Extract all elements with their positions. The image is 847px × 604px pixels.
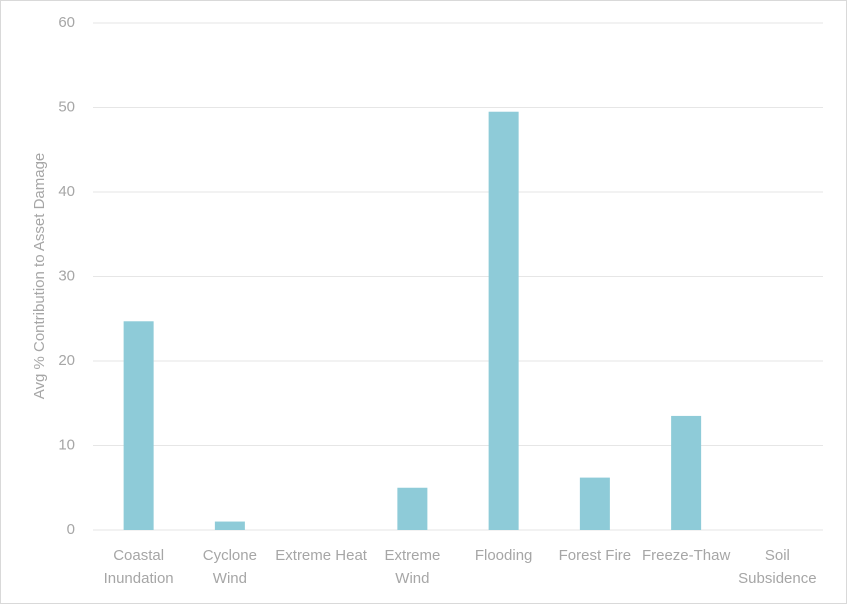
y-tick-label: 10 bbox=[58, 436, 75, 453]
x-tick-label: Cyclone Wind bbox=[203, 547, 257, 587]
y-tick-label: 40 bbox=[58, 183, 75, 200]
bar bbox=[488, 111, 519, 530]
bar bbox=[123, 321, 154, 530]
x-tick-label: Flooding bbox=[475, 547, 533, 564]
bar bbox=[579, 477, 610, 530]
y-tick-label: 50 bbox=[58, 98, 75, 115]
x-tick-label: Extreme Heat bbox=[275, 547, 368, 564]
y-tick-label: 30 bbox=[58, 267, 75, 284]
y-tick-label: 60 bbox=[58, 14, 75, 31]
x-tick-label: Coastal Inundation bbox=[104, 547, 174, 587]
y-tick-label: 0 bbox=[67, 521, 75, 538]
x-tick-label: Forest Fire bbox=[559, 547, 632, 564]
bar bbox=[397, 487, 428, 530]
x-tick-label: Soil Subsidence bbox=[738, 547, 816, 587]
x-tick-label: Freeze-Thaw bbox=[642, 547, 731, 564]
bar bbox=[214, 521, 245, 530]
y-axis-label: Avg % Contribution to Asset Damage bbox=[31, 153, 48, 400]
bar bbox=[671, 415, 702, 530]
y-tick-label: 20 bbox=[58, 352, 75, 369]
x-tick-label: Extreme Wind bbox=[384, 547, 440, 587]
